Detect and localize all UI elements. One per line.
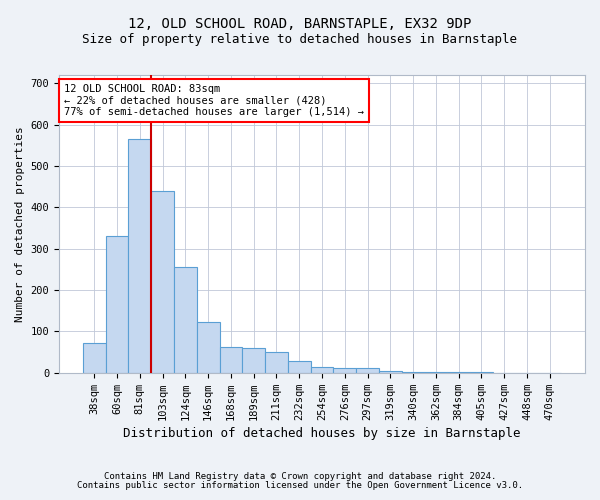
Bar	[447, 372, 470, 373]
Bar	[379, 371, 402, 373]
Bar	[128, 139, 151, 373]
Text: 12 OLD SCHOOL ROAD: 83sqm
← 22% of detached houses are smaller (428)
77% of semi: 12 OLD SCHOOL ROAD: 83sqm ← 22% of detac…	[64, 84, 364, 117]
Bar	[242, 348, 265, 373]
Text: Size of property relative to detached houses in Barnstaple: Size of property relative to detached ho…	[83, 32, 517, 46]
Bar	[220, 347, 242, 373]
Bar	[288, 362, 311, 373]
Bar	[174, 268, 197, 373]
Bar	[402, 372, 424, 373]
Text: 12, OLD SCHOOL ROAD, BARNSTAPLE, EX32 9DP: 12, OLD SCHOOL ROAD, BARNSTAPLE, EX32 9D…	[128, 18, 472, 32]
Text: Contains public sector information licensed under the Open Government Licence v3: Contains public sector information licen…	[77, 481, 523, 490]
Bar	[311, 367, 334, 373]
Bar	[151, 191, 174, 373]
Bar	[197, 322, 220, 373]
Bar	[265, 352, 288, 373]
Bar	[334, 368, 356, 373]
Bar	[424, 372, 447, 373]
X-axis label: Distribution of detached houses by size in Barnstaple: Distribution of detached houses by size …	[123, 427, 521, 440]
Bar	[356, 368, 379, 373]
Text: Contains HM Land Registry data © Crown copyright and database right 2024.: Contains HM Land Registry data © Crown c…	[104, 472, 496, 481]
Bar	[83, 343, 106, 373]
Y-axis label: Number of detached properties: Number of detached properties	[15, 126, 25, 322]
Bar	[106, 236, 128, 373]
